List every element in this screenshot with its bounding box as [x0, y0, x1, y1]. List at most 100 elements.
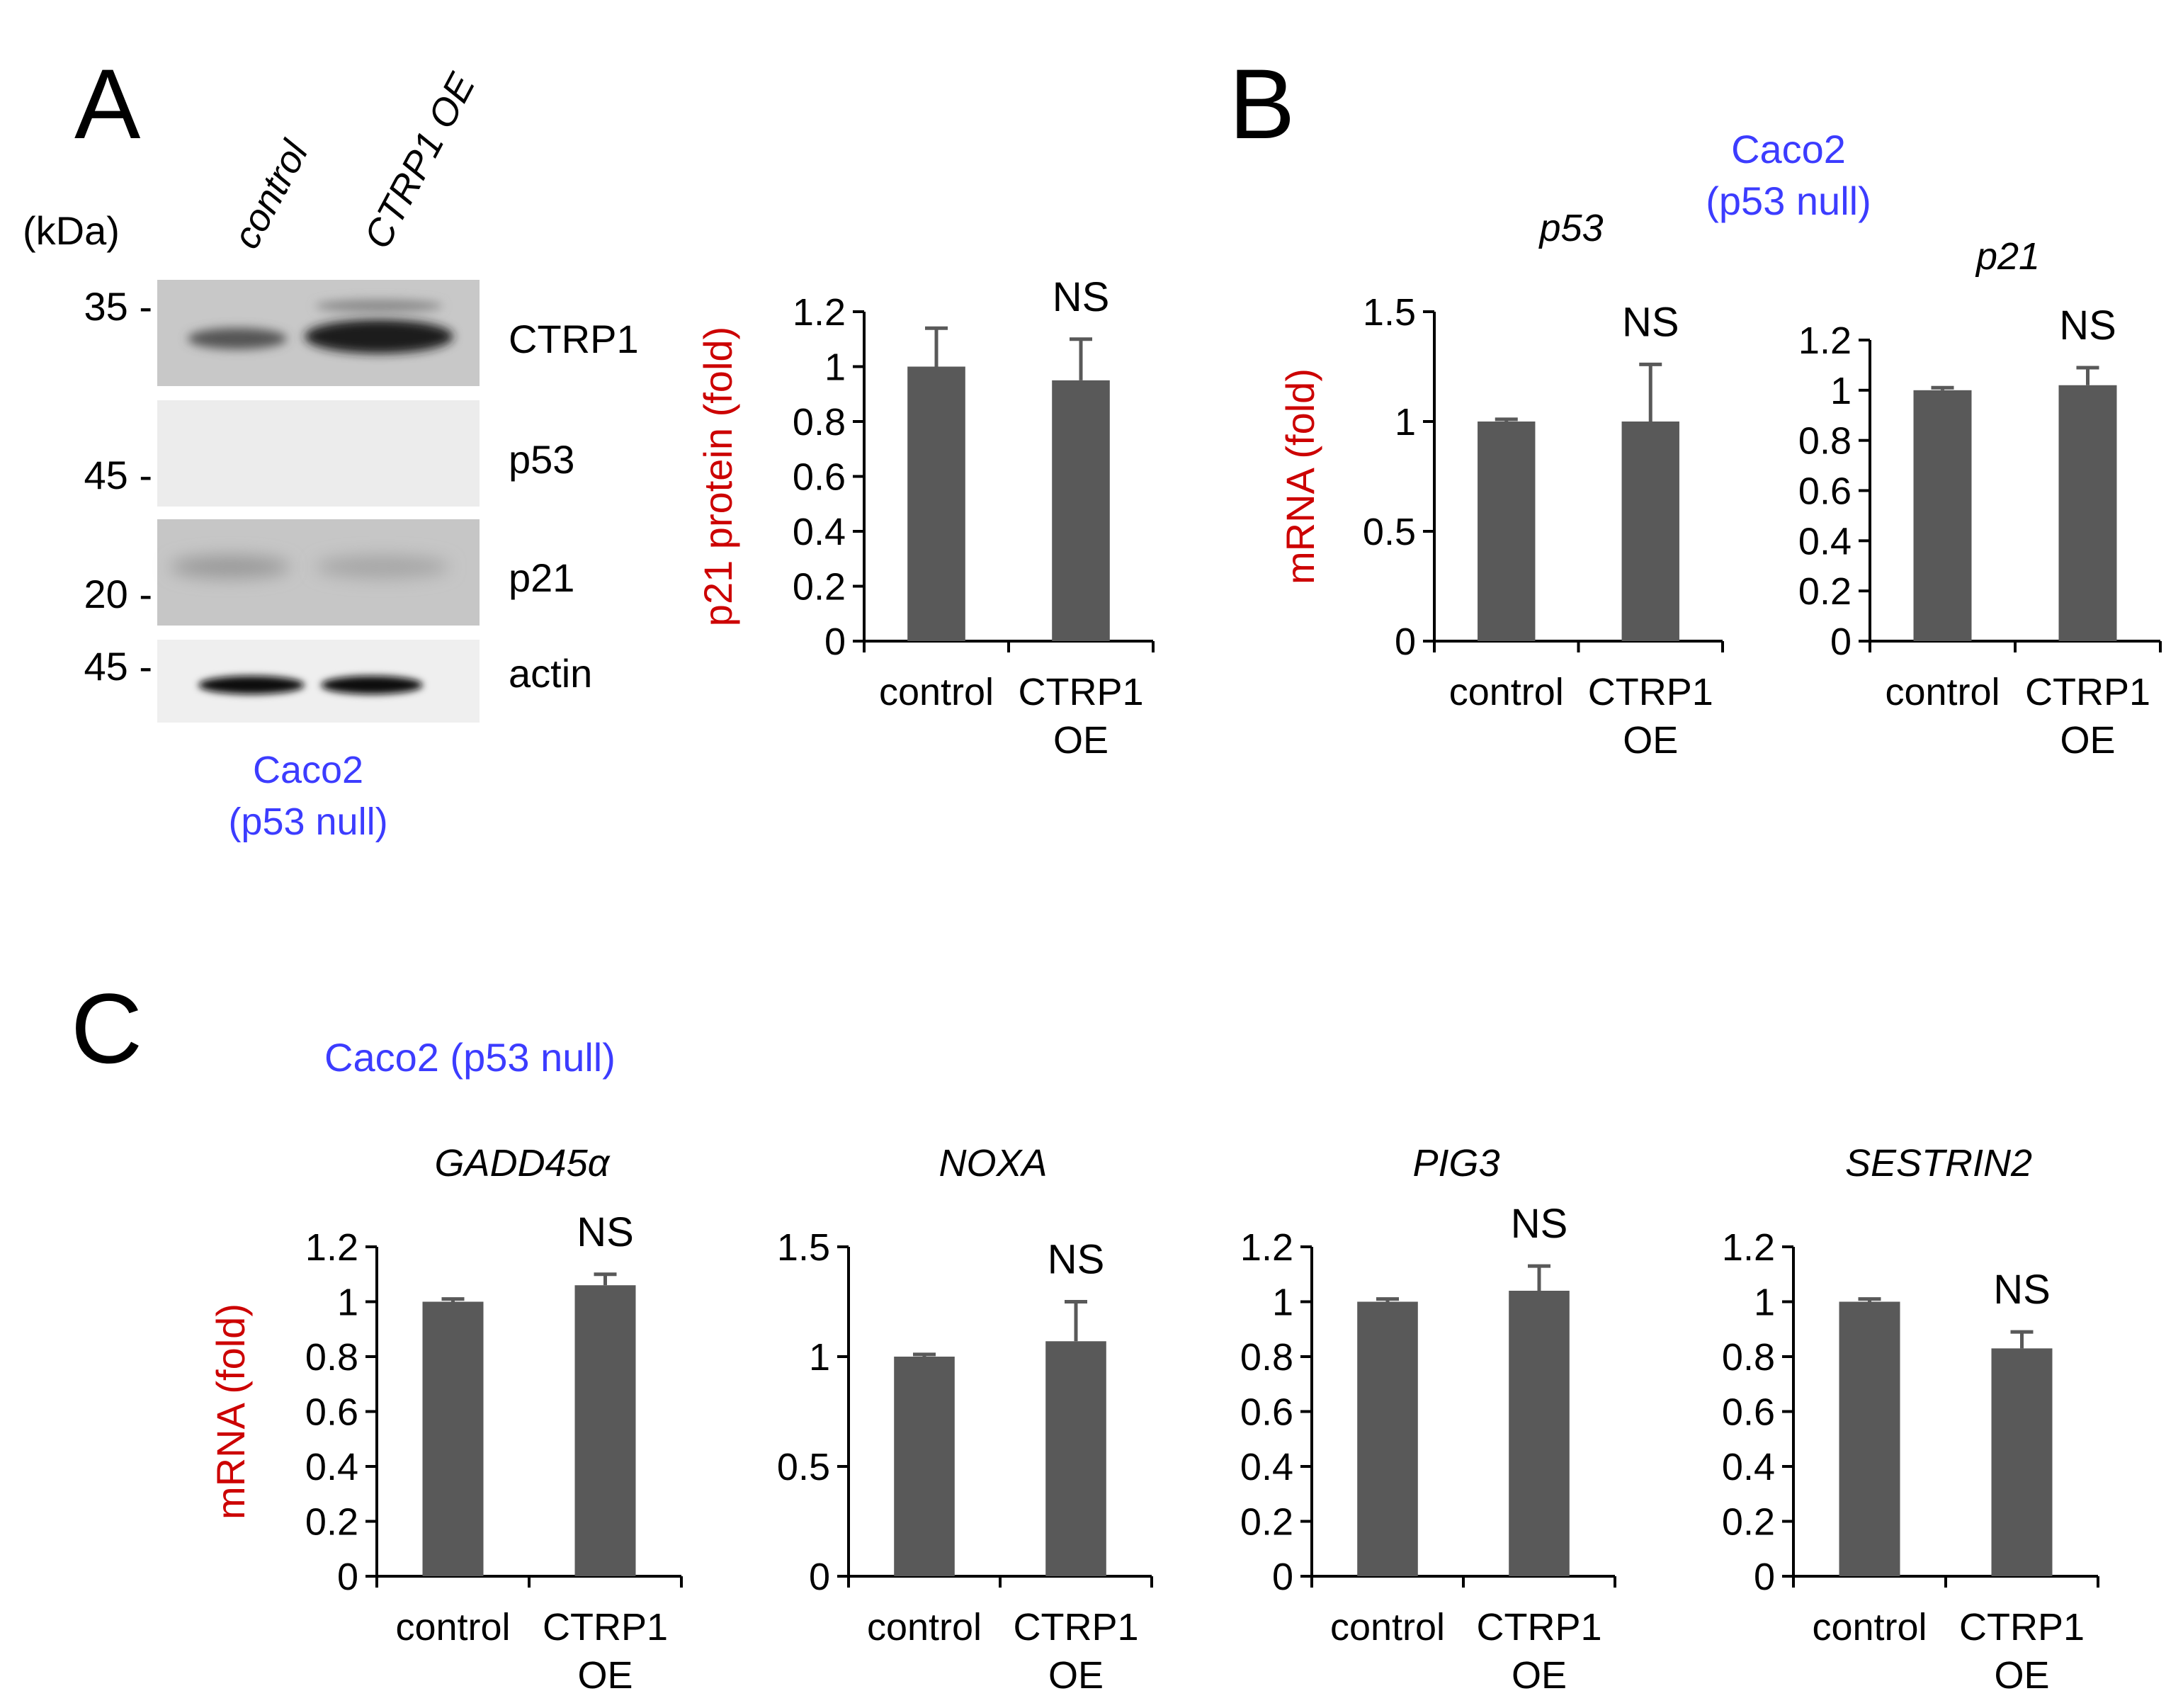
cell-line-label-b-line2: (p53 null) [1706, 179, 1871, 223]
chart-p21-mrna: 0 0.2 0.4 0.6 0.8 1 1.2 control CTRP1 OE NS p21 [1798, 235, 2162, 762]
band-actin-control [198, 676, 305, 694]
bar [1913, 390, 1972, 641]
bar [1621, 422, 1679, 641]
y-tick-label: 1 [824, 346, 846, 389]
band-label-ctrp1: CTRP1 [509, 317, 639, 361]
significance-label: NS [1993, 1267, 2051, 1313]
y-tick-label: 1 [337, 1282, 358, 1324]
x-tick-label: OE [1512, 1654, 1567, 1697]
y-tick-label: 0 [337, 1556, 358, 1598]
x-tick-label: control [867, 1606, 982, 1648]
band-p21-oe [315, 555, 450, 578]
chart-sestrin2-mrna: 0 0.2 0.4 0.6 0.8 1 1.2 control CTRP1 OE NS SESTRIN… [1722, 1142, 2099, 1697]
y-tick-label: 1.2 [1240, 1226, 1293, 1269]
y-tick-label: 0.8 [1722, 1336, 1775, 1379]
y-tick-label: 0.4 [305, 1446, 358, 1488]
bar [1509, 1291, 1570, 1576]
y-tick-label: 0.6 [1240, 1391, 1293, 1434]
bar [1052, 380, 1110, 641]
chart-pig3-mrna: 0 0.2 0.4 0.6 0.8 1 1.2 control CTRP1 OE NS PIG3 [1240, 1142, 1616, 1697]
lane-label-control: control [225, 133, 317, 256]
significance-label: NS [2059, 302, 2116, 349]
y-tick-label: 0.2 [793, 566, 846, 609]
y-tick-label: 0 [1754, 1556, 1775, 1598]
x-tick-label: CTRP1 [1476, 1606, 1601, 1648]
x-tick-label: control [1449, 671, 1564, 713]
y-tick-label: 1.2 [793, 291, 846, 334]
x-tick-label: control [1885, 671, 2000, 713]
chart-p21-protein: 0 0.2 0.4 0.6 0.8 1 1.2 control CTRP1 OE NS p21 pro… [696, 274, 1155, 762]
y-tick-label: 0.4 [1240, 1446, 1293, 1488]
western-blot: (kDa) control CTRP1 OE 35 - 45 - 20 - 45… [23, 66, 639, 843]
mw-marker-35: 35 - [84, 284, 153, 329]
x-tick-label: control [1330, 1606, 1445, 1648]
bar [2058, 385, 2117, 641]
cell-line-label-a-line2: (p53 null) [228, 801, 387, 843]
significance-label: NS [1511, 1201, 1568, 1247]
chart-gadd45a-mrna: 0 0.2 0.4 0.6 0.8 1 1.2 control CTRP1 OE NS GADD45α… [208, 1142, 683, 1697]
band-ctrp1-oe [305, 319, 453, 354]
y-tick-label: 0 [809, 1556, 830, 1598]
x-tick-label: control [879, 671, 994, 713]
blot-strip-p53 [157, 400, 480, 507]
x-tick-label: control [395, 1606, 510, 1648]
y-tick-label: 1.5 [1363, 291, 1416, 334]
chart-title: PIG3 [1412, 1142, 1499, 1184]
x-tick-label: control [1812, 1606, 1927, 1648]
lane-label-ctrp1-oe: CTRP1 OE [356, 66, 484, 255]
bar [1357, 1301, 1418, 1576]
bar [1478, 422, 1536, 641]
mw-marker-45-actin: 45 - [84, 644, 153, 689]
y-tick-label: 1.2 [305, 1226, 358, 1269]
y-axis-label: mRNA (fold) [1278, 368, 1322, 584]
band-actin-oe [321, 676, 423, 694]
bar [894, 1357, 955, 1576]
x-tick-label: CTRP1 [1959, 1606, 2085, 1648]
significance-label: NS [1053, 274, 1110, 320]
y-tick-label: 1 [1395, 401, 1416, 443]
chart-p53-mrna: 0 0.5 1 1.5 control CTRP1 OE NS p53 mRNA (fold) [1278, 207, 1724, 762]
significance-label: NS [1622, 299, 1679, 345]
x-tick-label: OE [1623, 719, 1678, 762]
chart-title: p53 [1538, 207, 1603, 249]
mw-marker-45-p53: 45 - [84, 453, 153, 497]
bar [907, 366, 965, 641]
y-tick-label: 0.4 [793, 511, 846, 553]
y-tick-label: 0.8 [1798, 420, 1852, 463]
y-tick-label: 0.4 [1798, 520, 1852, 562]
y-tick-label: 0.6 [793, 456, 846, 499]
y-tick-label: 1 [1272, 1282, 1293, 1324]
panel-letter-a: A [74, 48, 141, 159]
significance-label: NS [1048, 1237, 1105, 1283]
x-tick-label: OE [1994, 1654, 2049, 1697]
panel-letter-b: B [1229, 48, 1295, 159]
y-tick-label: 0.6 [305, 1391, 358, 1434]
significance-label: NS [577, 1209, 634, 1255]
y-tick-label: 0.2 [1240, 1501, 1293, 1544]
y-tick-label: 0.5 [777, 1446, 830, 1488]
y-tick-label: 0.5 [1363, 511, 1416, 553]
y-tick-label: 1 [809, 1336, 830, 1379]
bar [1839, 1301, 1900, 1576]
y-tick-label: 0 [1272, 1556, 1293, 1598]
x-tick-label: CTRP1 [1013, 1606, 1138, 1648]
mw-marker-20: 20 - [84, 572, 153, 616]
chart-noxa-mrna: 0 0.5 1 1.5 control CTRP1 OE NS NOXA [777, 1142, 1153, 1697]
chart-title: GADD45α [435, 1142, 611, 1184]
band-ctrp1-oe-upper [315, 300, 443, 312]
band-p21-control [170, 555, 290, 578]
panel-letter-c: C [71, 973, 142, 1084]
y-tick-label: 0 [1830, 621, 1852, 663]
y-tick-label: 0.2 [1722, 1501, 1775, 1544]
x-tick-label: CTRP1 [543, 1606, 668, 1648]
y-tick-label: 0.6 [1798, 470, 1852, 513]
y-tick-label: 1.5 [777, 1226, 830, 1269]
y-tick-label: 0.8 [1240, 1336, 1293, 1379]
x-tick-label: CTRP1 [1588, 671, 1713, 713]
cell-line-label-c: Caco2 (p53 null) [324, 1035, 616, 1080]
band-label-actin: actin [509, 651, 592, 696]
y-tick-label: 0.6 [1722, 1391, 1775, 1434]
y-tick-label: 1.2 [1722, 1226, 1775, 1269]
x-tick-label: OE [1053, 719, 1108, 762]
y-tick-label: 1.2 [1798, 319, 1852, 362]
